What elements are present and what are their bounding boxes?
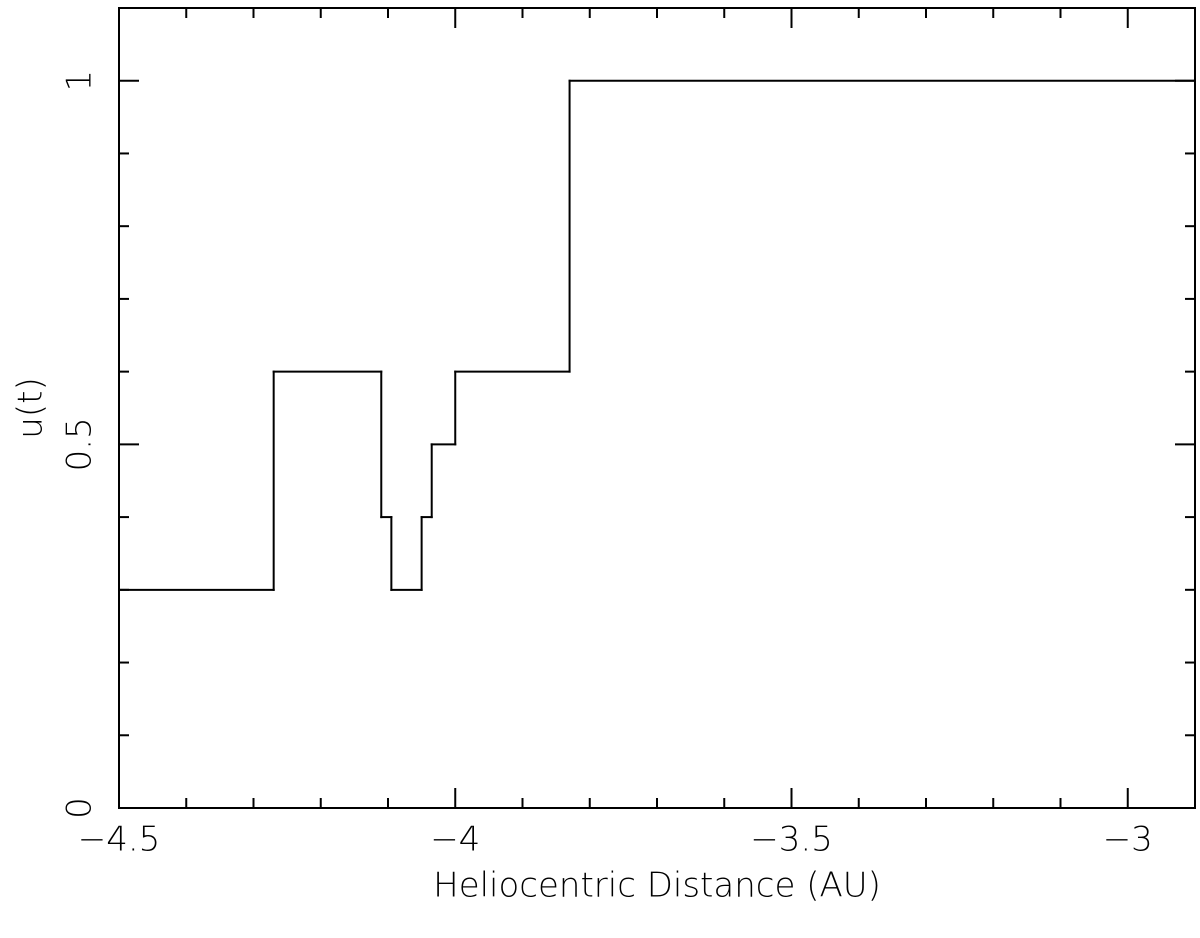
x-tick-label: −3 <box>1103 820 1153 860</box>
y-tick-label: 0.5 <box>60 417 100 471</box>
y-axis-label: u(t) <box>11 377 51 438</box>
x-tick-label: −4.5 <box>78 820 161 860</box>
plot-frame <box>118 7 1196 809</box>
x-tick-label: −4 <box>430 820 480 860</box>
x-tick-label: −3.5 <box>750 820 833 860</box>
x-axis-label: Heliocentric Distance (AU) <box>433 866 881 906</box>
y-tick-label: 1 <box>60 70 100 92</box>
y-tick-label: 0 <box>60 797 100 819</box>
